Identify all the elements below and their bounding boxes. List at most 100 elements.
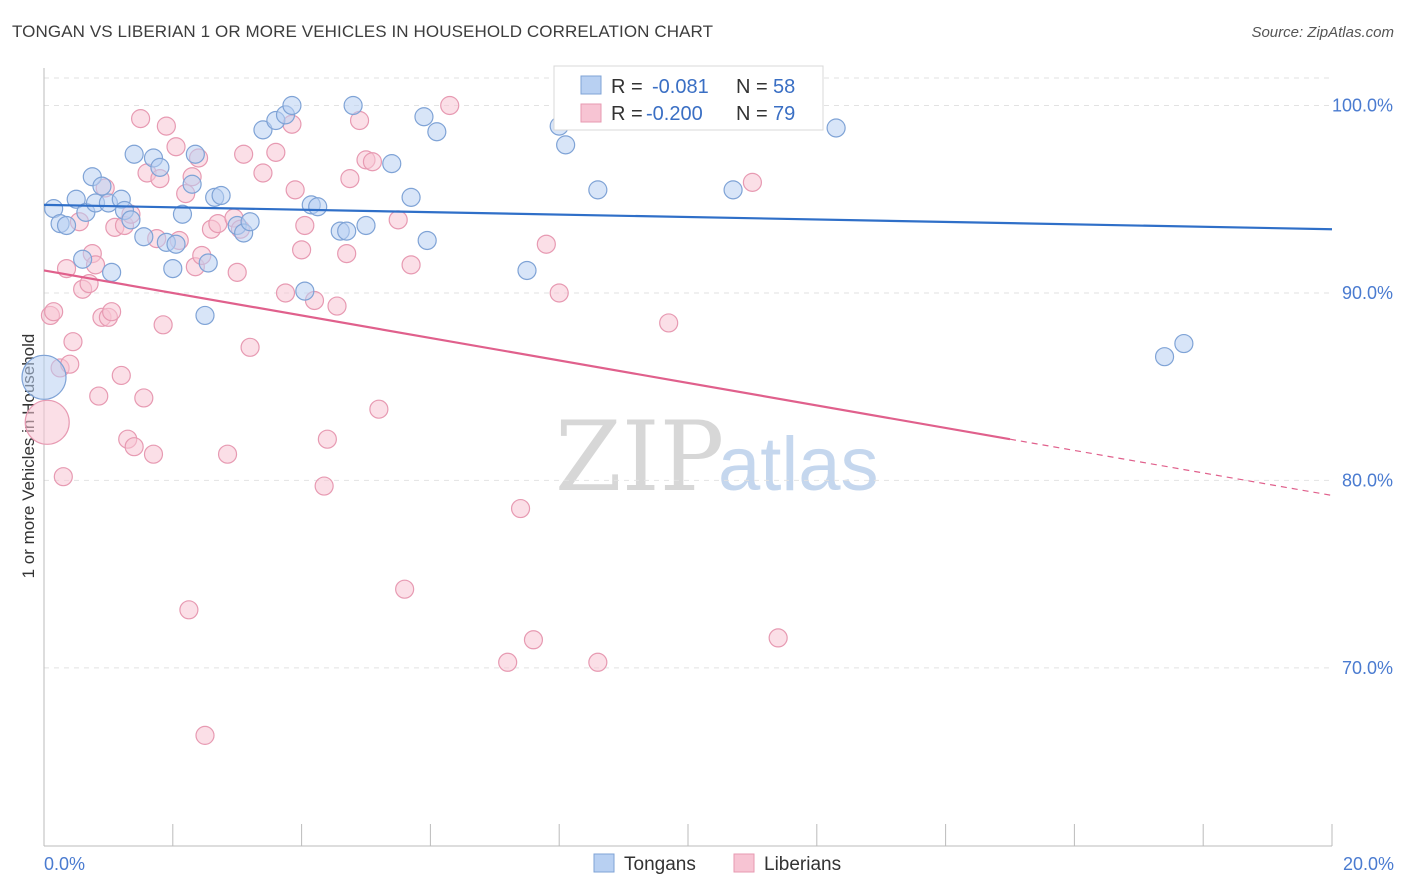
bottom-legend-swatch-tongan: [593, 853, 615, 873]
tongan-point: [401, 187, 421, 207]
watermark-zip: ZIP: [555, 401, 724, 513]
bottom-legend-label-liberian: Liberians: [764, 854, 841, 875]
liberian-point: [314, 476, 334, 496]
tongan-point: [282, 95, 302, 116]
liberian-point: [166, 137, 186, 157]
legend-n-label-liberian: N =: [736, 103, 768, 125]
liberian-point: [253, 163, 273, 183]
watermark-atlas: atlas: [718, 422, 879, 507]
tongan-point: [102, 262, 122, 282]
liberian-point: [498, 652, 518, 672]
trend-lines: [43, 203, 1333, 497]
liberian-point: [292, 240, 312, 260]
tongan-point: [211, 185, 231, 206]
tongan-point: [382, 154, 402, 174]
liberian-point: [395, 579, 415, 599]
liberian-point: [768, 628, 788, 648]
liberian-point: [124, 437, 144, 457]
tongan-point: [1154, 347, 1175, 367]
liberian-point: [63, 332, 83, 352]
y-tick-labels: 70.0% 80.0% 90.0% 100.0%: [1332, 95, 1393, 677]
chart-title: TONGAN VS LIBERIAN 1 OR MORE VEHICLES IN…: [12, 22, 714, 41]
liberian-point: [362, 152, 383, 172]
liberian-point: [102, 302, 122, 322]
liberian-point: [179, 600, 199, 620]
legend-r-label-liberian: R =: [611, 103, 643, 125]
tongan-point: [185, 144, 205, 164]
legend-swatch-liberian: [580, 103, 602, 123]
liberian-point: [131, 109, 151, 129]
liberian-trend-extension: [1009, 438, 1333, 497]
liberian-point: [401, 255, 421, 275]
source-label: Source: ZipAtlas.com: [1251, 24, 1394, 41]
legend-n-value-liberian: 79: [773, 103, 795, 125]
liberian-point: [440, 95, 460, 116]
tongan-point: [134, 227, 154, 247]
liberian-point: [742, 172, 763, 192]
legend-r-label-tongan: R =: [611, 76, 643, 98]
liberian-point: [266, 142, 286, 162]
tongan-point: [163, 258, 183, 279]
legend-swatch-tongan: [580, 75, 602, 95]
x-axis-ticks: [43, 824, 1333, 846]
tongan-point: [240, 212, 260, 232]
tongan-point: [1174, 333, 1194, 354]
tongan-point: [343, 95, 363, 116]
tongan-point: [92, 176, 112, 196]
tongan-point: [21, 354, 67, 400]
tongan-point: [121, 210, 141, 230]
liberian-point: [285, 180, 305, 200]
tongan-trend-line: [43, 203, 1333, 231]
liberian-point: [549, 283, 569, 303]
liberian-point: [588, 652, 608, 672]
tongan-point: [166, 234, 186, 254]
tongan-point: [124, 144, 144, 164]
tongan-point: [56, 215, 77, 236]
liberian-point: [337, 243, 357, 264]
legend-n-value-tongan: 58: [773, 76, 795, 98]
tongan-point: [427, 122, 447, 142]
tongan-point: [172, 204, 193, 224]
liberian-point: [536, 234, 556, 254]
liberian-point: [134, 388, 154, 408]
tongan-point: [150, 157, 170, 177]
liberian-point: [295, 215, 315, 236]
x-tick-max: 20.0%: [1343, 854, 1394, 874]
tongan-point: [295, 281, 315, 301]
liberian-point: [217, 444, 238, 464]
tongan-point: [356, 215, 376, 236]
y-tick-label: 80.0%: [1342, 470, 1393, 490]
liberian-point: [240, 337, 260, 357]
liberian-point: [208, 214, 228, 234]
liberian-point: [659, 313, 679, 333]
tongan-point: [826, 118, 846, 138]
bottom-legend: Tongans Liberians: [593, 853, 841, 875]
legend: R = -0.081 N = 58 R = -0.200 N = 79: [553, 65, 824, 131]
liberian-trend-line: [43, 269, 1011, 441]
y-tick-label: 70.0%: [1342, 658, 1393, 678]
tongan-point: [182, 174, 202, 194]
liberian-point: [369, 399, 389, 419]
tongan-point: [556, 135, 576, 155]
tongan-point: [588, 180, 608, 200]
liberian-point: [523, 630, 544, 650]
liberian-point: [89, 386, 109, 406]
legend-n-label-tongan: N =: [736, 76, 768, 98]
liberian-point: [510, 498, 531, 519]
tongan-points: [21, 95, 1194, 400]
liberian-point: [143, 444, 164, 464]
legend-r-value-liberian: -0.200: [646, 103, 703, 125]
tongan-point: [198, 253, 218, 273]
tongan-point: [337, 221, 357, 241]
liberian-point: [275, 283, 296, 303]
liberian-point: [327, 296, 347, 316]
liberian-point: [24, 399, 70, 445]
liberian-point: [53, 467, 73, 487]
tongan-point: [73, 249, 93, 269]
tongan-point: [723, 180, 743, 200]
y-gridlines: [44, 77, 1332, 669]
liberian-point: [388, 210, 408, 230]
bottom-legend-label-tongan: Tongans: [624, 854, 696, 875]
tongan-point: [517, 260, 537, 281]
